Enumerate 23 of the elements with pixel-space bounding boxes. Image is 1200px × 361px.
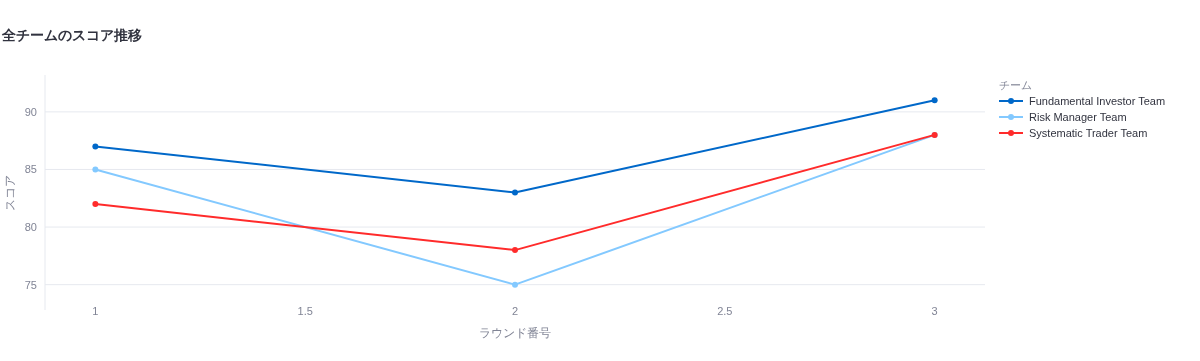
y-tick-label: 75: [24, 278, 37, 291]
y-tick-label: 85: [24, 163, 37, 176]
y-tick-label: 90: [24, 105, 37, 118]
legend-title: チーム: [999, 79, 1032, 91]
x-tick-label: 1.5: [297, 305, 313, 317]
chart-title: 全チームのスコア推移: [1, 27, 142, 43]
x-tick-label: 3: [931, 305, 938, 317]
point: [512, 281, 518, 288]
legend-label: Risk Manager Team: [1029, 111, 1127, 123]
x-axis-title: ラウンド番号: [479, 326, 551, 340]
point: [931, 97, 938, 104]
legend-label: Systematic Trader Team: [1029, 127, 1148, 139]
y-axis-title: スコア: [3, 174, 17, 211]
legend-label: Fundamental Investor Team: [1029, 95, 1166, 107]
y-tick-label: 80: [24, 221, 37, 234]
x-tick-label: 1: [92, 305, 99, 317]
x-tick-label: 2.5: [717, 305, 733, 317]
point: [92, 166, 99, 173]
x-tick-label: 2: [511, 305, 519, 317]
point: [512, 189, 518, 196]
point: [512, 247, 518, 254]
point: [92, 143, 99, 150]
point: [92, 201, 99, 208]
